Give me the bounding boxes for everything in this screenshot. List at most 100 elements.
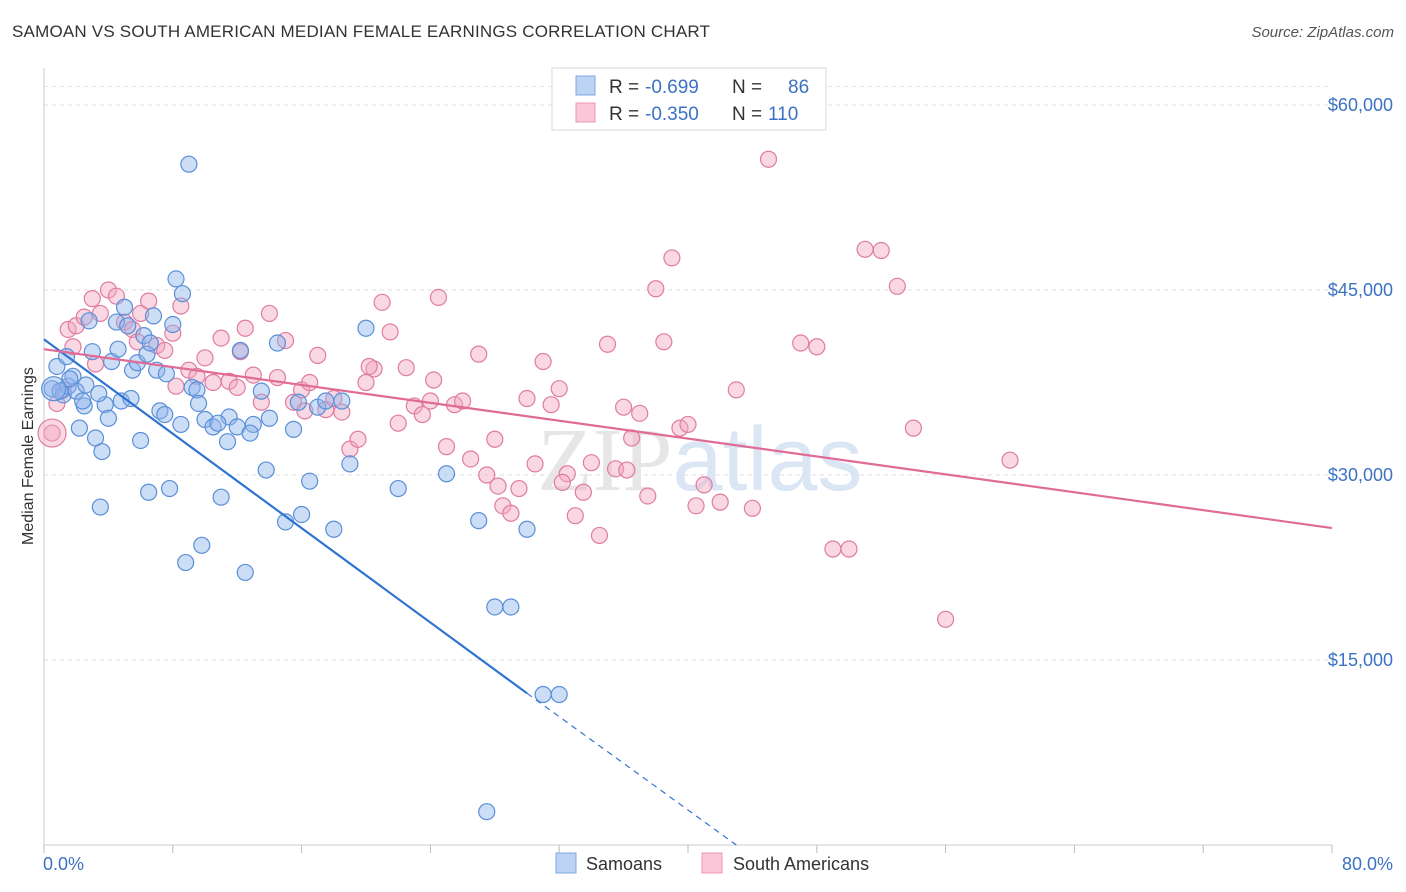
south-americans-point bbox=[904, 419, 923, 437]
samoans-point bbox=[389, 479, 407, 498]
south-americans-point bbox=[687, 497, 705, 515]
samoans-point bbox=[80, 312, 98, 330]
south-americans-point bbox=[695, 476, 713, 494]
samoans-point bbox=[257, 461, 275, 479]
y-tick-label: $30,000 bbox=[1328, 465, 1393, 485]
south-americans-point bbox=[566, 507, 584, 525]
samoans-point bbox=[115, 298, 134, 316]
legend-r-south-americans: -0.350 bbox=[645, 104, 699, 125]
south-americans-point bbox=[647, 280, 665, 298]
south-americans-point bbox=[373, 293, 391, 311]
south-americans-point bbox=[59, 320, 77, 339]
samoans-point bbox=[70, 419, 89, 437]
samoans-point bbox=[156, 405, 174, 424]
bottom-legend-swatch-samoans bbox=[555, 852, 577, 874]
south-americans-point bbox=[397, 359, 415, 377]
samoans-point bbox=[188, 381, 206, 399]
x-tick-labels: 0.0% 80.0% bbox=[43, 854, 1393, 874]
south-americans-point bbox=[196, 349, 214, 367]
samoans-point bbox=[260, 409, 278, 427]
south-americans-point bbox=[518, 389, 536, 408]
bottom-legend-label-south-americans: South Americans bbox=[733, 854, 869, 874]
south-americans-point bbox=[172, 297, 190, 315]
south-americans-point bbox=[296, 402, 314, 420]
south-americans-point bbox=[808, 338, 826, 356]
south-americans-point bbox=[888, 277, 906, 295]
samoans-point bbox=[144, 307, 163, 325]
south-americans-point bbox=[478, 466, 496, 484]
south-americans-point-large bbox=[37, 418, 67, 448]
south-americans-point bbox=[936, 610, 955, 628]
south-americans-point bbox=[582, 454, 601, 472]
samoans-point bbox=[231, 341, 250, 360]
y-axis-label: Median Female Earnings bbox=[20, 367, 37, 545]
samoans-point bbox=[478, 803, 496, 821]
south-americans-point bbox=[462, 450, 480, 468]
samoans-point bbox=[180, 155, 198, 173]
south-americans-point bbox=[792, 334, 810, 352]
south-americans-point bbox=[260, 304, 278, 323]
samoans-point bbox=[91, 498, 109, 516]
samoans-point bbox=[167, 270, 185, 288]
south-americans-point bbox=[437, 438, 456, 456]
samoans-point bbox=[172, 415, 190, 434]
x-tick-label-max: 80.0% bbox=[1342, 854, 1393, 874]
legend-swatch-samoans bbox=[575, 75, 596, 96]
south-americans-point bbox=[204, 373, 222, 392]
samoans-point bbox=[90, 385, 108, 403]
south-americans-point bbox=[727, 381, 745, 399]
south-americans-point bbox=[618, 461, 636, 479]
south-americans-point bbox=[671, 419, 689, 437]
south-americans-point bbox=[132, 304, 150, 323]
series-legend: Samoans South Americans bbox=[555, 852, 869, 874]
south-americans-point bbox=[164, 324, 182, 342]
chart-source: Source: ZipAtlas.com bbox=[1251, 24, 1394, 41]
south-americans-point bbox=[140, 292, 158, 310]
samoans-point bbox=[107, 313, 126, 331]
samoans-point bbox=[183, 378, 201, 397]
samoans-point bbox=[157, 365, 175, 383]
samoans-point bbox=[236, 563, 254, 582]
samoans-trend-line bbox=[43, 338, 528, 695]
south-americans-point bbox=[526, 455, 544, 473]
legend-n-samoans: 86 bbox=[788, 77, 809, 98]
legend-r-label-samoans: R = bbox=[609, 77, 639, 98]
south-americans-point bbox=[590, 526, 609, 545]
south-americans-point bbox=[542, 396, 560, 414]
south-americans-point bbox=[454, 392, 472, 410]
south-americans-point bbox=[655, 333, 673, 351]
south-americans-point bbox=[389, 414, 407, 432]
x-tick-label-min: 0.0% bbox=[43, 854, 84, 874]
south-americans-point bbox=[156, 341, 174, 360]
south-americans-point bbox=[553, 473, 572, 491]
legend-n-label-south-americans: N = bbox=[732, 104, 762, 125]
bottom-legend-label-samoans: Samoans bbox=[586, 854, 662, 874]
samoans-point bbox=[341, 455, 359, 473]
south-americans-point bbox=[489, 477, 507, 495]
samoans-point bbox=[550, 685, 568, 704]
samoans-point bbox=[193, 536, 211, 554]
south-americans-point bbox=[486, 430, 504, 448]
south-americans-point bbox=[534, 352, 552, 371]
south-americans-trend-line bbox=[43, 348, 1333, 530]
south-americans-point bbox=[558, 465, 576, 483]
south-americans-point bbox=[614, 398, 633, 416]
axes bbox=[43, 68, 1333, 853]
samoans-point bbox=[140, 483, 158, 501]
south-americans-point bbox=[244, 366, 262, 384]
south-americans-point bbox=[872, 241, 890, 260]
south-americans-point bbox=[711, 493, 729, 511]
samoans-point bbox=[268, 334, 287, 352]
samoans-point-large bbox=[41, 376, 67, 402]
south-americans-point bbox=[1001, 451, 1019, 469]
legend-swatch-south-americans bbox=[575, 102, 596, 123]
samoans-point bbox=[209, 414, 227, 432]
south-americans-point bbox=[413, 405, 431, 424]
south-americans-point bbox=[301, 373, 319, 392]
south-americans-point bbox=[639, 487, 657, 505]
bottom-legend-swatch-south-americans bbox=[701, 852, 723, 874]
south-americans-point bbox=[128, 333, 146, 351]
south-americans-point bbox=[360, 357, 378, 376]
samoans-point bbox=[119, 317, 137, 335]
south-americans-point bbox=[83, 290, 101, 308]
